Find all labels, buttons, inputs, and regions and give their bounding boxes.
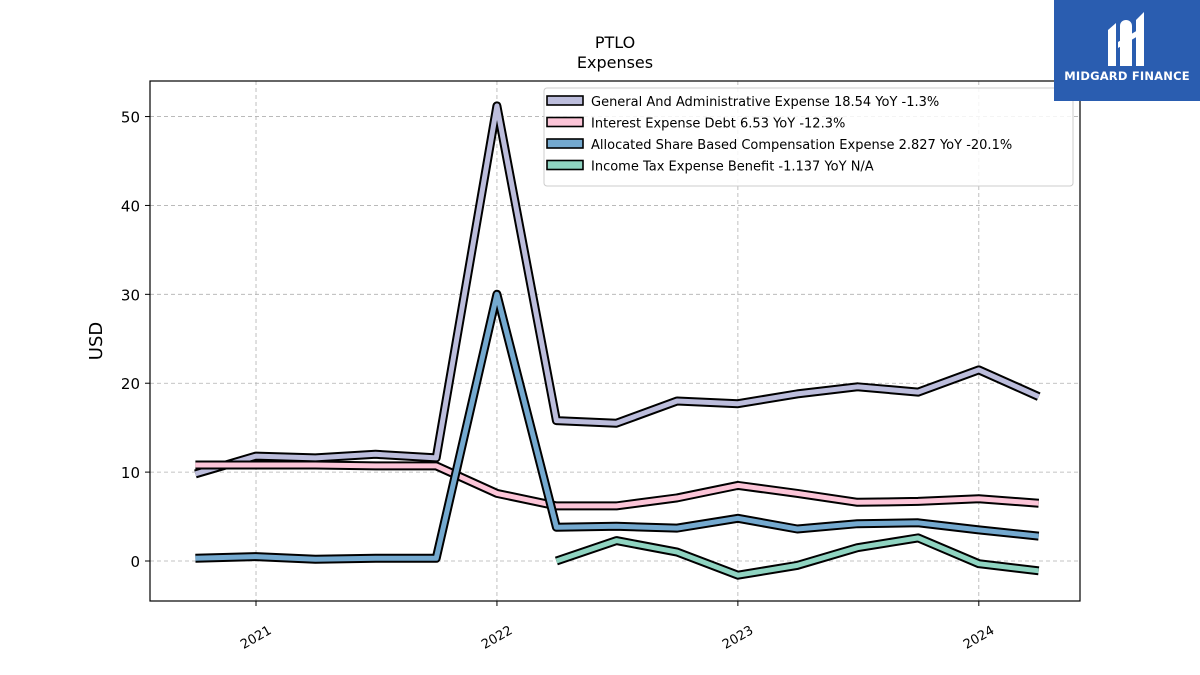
chart-title: PTLO <box>595 33 635 52</box>
y-axis: 0 10 20 30 40 50 <box>121 109 150 571</box>
y-tick-label: 0 <box>130 553 140 571</box>
logo-text: MIDGARD FINANCE <box>1064 69 1190 83</box>
midgard-finance-logo: MIDGARD FINANCE <box>1054 0 1200 101</box>
logo-mark-icon <box>1108 12 1144 66</box>
series-line-fill <box>555 535 1039 578</box>
y-axis-label: USD <box>86 322 107 360</box>
y-tick-label: 10 <box>121 464 140 482</box>
series-layer <box>194 101 1041 580</box>
legend-label: Interest Expense Debt 6.53 YoY -12.3% <box>591 117 845 132</box>
x-tick-label: 2022 <box>479 623 515 653</box>
series-line <box>554 533 1040 580</box>
x-tick-label: 2024 <box>961 623 997 653</box>
legend-label: Allocated Share Based Compensation Expen… <box>591 138 1012 153</box>
series-line-fill <box>195 291 1039 562</box>
x-tick-label: 2021 <box>238 623 274 653</box>
plot-frame <box>149 80 1081 602</box>
legend-swatch <box>546 116 584 128</box>
legend: General And Administrative Expense 18.54… <box>543 87 1074 187</box>
y-tick-label: 50 <box>121 109 140 127</box>
y-tick-label: 20 <box>121 375 140 393</box>
chart-subtitle: Expenses <box>577 53 653 72</box>
legend-box <box>543 87 1074 187</box>
legend-swatch <box>546 138 584 149</box>
y-tick-label: 40 <box>121 197 140 215</box>
legend-swatch <box>546 159 584 171</box>
series-line <box>195 460 1040 511</box>
x-axis: 2021 2022 2023 2024 <box>238 601 997 653</box>
legend-swatch <box>546 95 584 106</box>
legend-label: Income Tax Expense Benefit -1.137 YoY N/… <box>591 160 874 175</box>
series-line <box>195 289 1040 564</box>
series-line-fill <box>195 462 1039 509</box>
legend-label: General And Administrative Expense 18.54… <box>591 95 939 110</box>
series-line <box>194 101 1041 479</box>
series-line-fill <box>194 103 1040 477</box>
x-tick-label: 2023 <box>720 623 756 653</box>
y-tick-label: 30 <box>121 286 140 304</box>
